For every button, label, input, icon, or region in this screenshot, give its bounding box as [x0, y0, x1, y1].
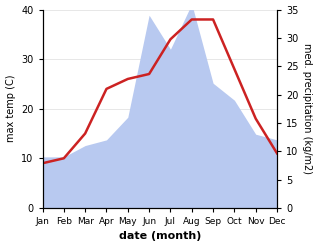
- Y-axis label: max temp (C): max temp (C): [5, 75, 16, 143]
- Y-axis label: med. precipitation (kg/m2): med. precipitation (kg/m2): [302, 43, 313, 174]
- X-axis label: date (month): date (month): [119, 231, 201, 242]
